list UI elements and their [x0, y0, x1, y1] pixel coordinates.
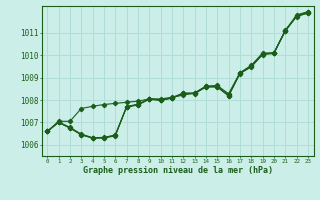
X-axis label: Graphe pression niveau de la mer (hPa): Graphe pression niveau de la mer (hPa) — [83, 166, 273, 175]
